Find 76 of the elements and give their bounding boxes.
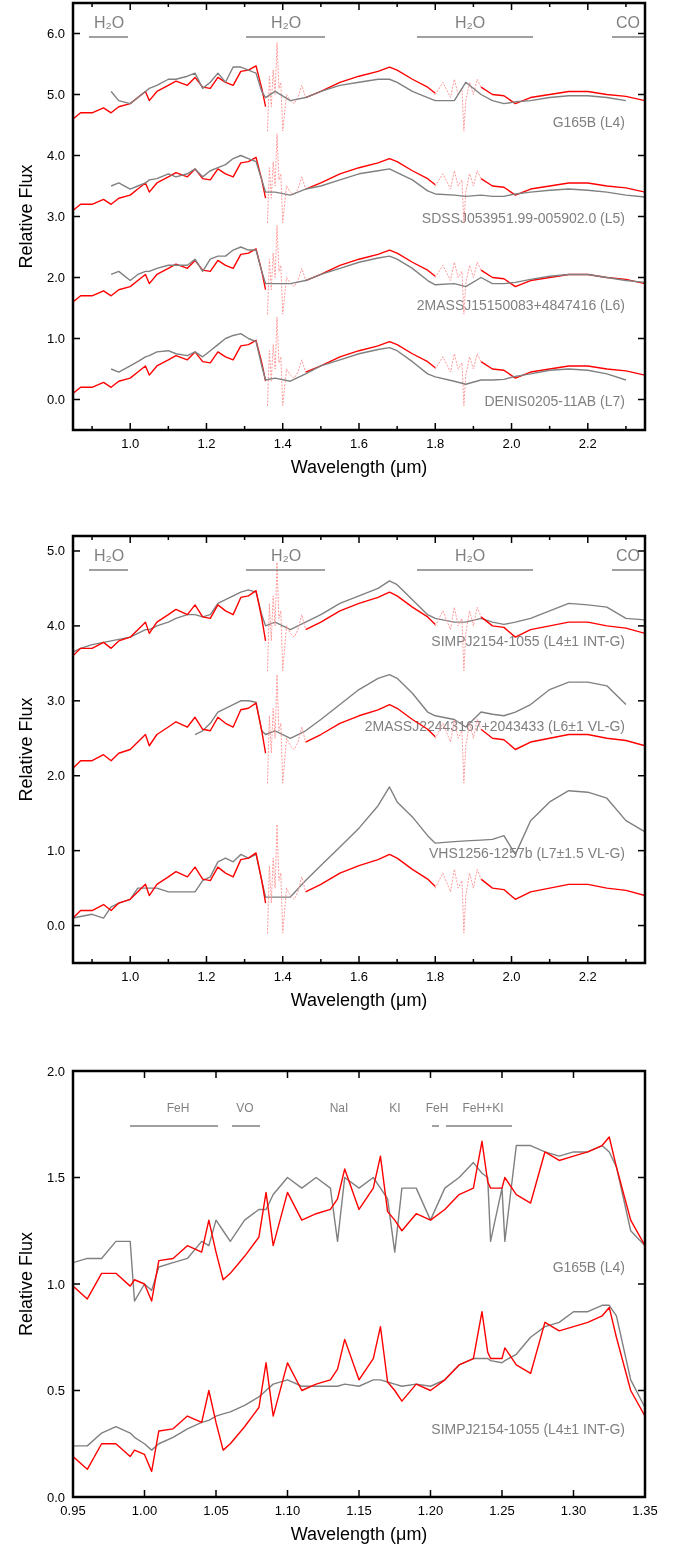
annotation: CO (616, 14, 640, 31)
annotation: FeH (425, 1101, 449, 1115)
x-tick-label: 1.35 (632, 1503, 658, 1518)
series-label: SIMPJ2154-1055 (L4±1 INT-G) (431, 1420, 625, 1437)
y-tick-label: 4.0 (46, 618, 65, 634)
x-tick-label: 2.2 (578, 969, 597, 984)
y-tick-label: 2.0 (46, 270, 65, 285)
line-series (110, 332, 627, 385)
y-tick-label: 5.0 (46, 87, 65, 102)
x-tick-label: 1.00 (131, 1503, 158, 1518)
y-tick-label: 0.0 (46, 392, 65, 407)
x-tick-label: 1.6 (349, 969, 369, 984)
x-axis-title: Wavelength (μm) (290, 1524, 428, 1544)
series-label: G165B (L4) (552, 113, 625, 130)
y-tick-label: 1.5 (46, 1170, 65, 1185)
y-axis-title: Relative Flux (16, 697, 36, 802)
x-axis-title: Wavelength (μm) (290, 990, 428, 1010)
x-axis-title: Wavelength (μm) (290, 457, 428, 477)
y-tick-label: 0.5 (46, 1383, 65, 1398)
x-tick-label: 0.95 (60, 1503, 86, 1518)
annotation: CO (616, 547, 640, 564)
y-tick-label: 0.0 (46, 1489, 65, 1505)
annotation: H₂O (93, 547, 125, 564)
series-label: SDSSJ053951.99-005902.0 (L5) (421, 209, 625, 226)
annotation: NaI (329, 1101, 349, 1115)
annotation: H₂O (454, 547, 486, 564)
y-axis-title: Relative Flux (16, 164, 36, 269)
y-tick-label: 3.0 (46, 209, 65, 224)
x-tick-label: 1.2 (197, 436, 216, 451)
annotation: H₂O (93, 14, 125, 31)
y-tick-label: 5.0 (46, 543, 65, 559)
x-tick-label: 1.15 (346, 1503, 372, 1518)
y-tick-label: 1.0 (46, 331, 65, 346)
x-tick-label: 2.0 (502, 436, 521, 451)
annotation: VO (236, 1101, 254, 1115)
annotation: FeH (166, 1101, 190, 1115)
y-tick-label: 2.0 (46, 768, 65, 784)
y-tick-label: 6.0 (46, 26, 65, 41)
annotation: H₂O (270, 547, 302, 564)
x-tick-label: 1.25 (489, 1503, 515, 1518)
series-label: DENIS0205-11AB (L7) (484, 392, 625, 409)
y-tick-label: 1.0 (46, 843, 65, 859)
series-label: SIMPJ2154-1055 (L4±1 INT-G) (431, 632, 625, 649)
y-tick-label: 2.0 (46, 1063, 65, 1079)
x-tick-label: 1.10 (274, 1503, 301, 1518)
series-label: VHS1256-1257b (L7±1.5 VL-G) (428, 844, 625, 861)
annotation: H₂O (454, 14, 486, 31)
x-tick-label: 1.2 (197, 969, 216, 984)
x-tick-label: 1.0 (121, 969, 140, 984)
line-series (110, 66, 627, 105)
annotation: H₂O (270, 14, 302, 31)
line-series (110, 154, 645, 198)
line-series (194, 673, 627, 739)
x-tick-label: 1.05 (203, 1503, 229, 1518)
x-tick-label: 1.20 (417, 1503, 444, 1518)
x-tick-label: 2.2 (578, 436, 597, 451)
x-tick-label: 1.30 (560, 1503, 587, 1518)
annotation: FeH+KI (462, 1101, 504, 1115)
y-axis-title: Relative Flux (16, 1231, 36, 1337)
line-series (110, 246, 645, 288)
x-tick-label: 2.0 (502, 969, 521, 984)
y-tick-label: 1.0 (46, 1276, 65, 1292)
y-tick-label: 3.0 (46, 693, 65, 709)
x-tick-label: 1.6 (349, 436, 369, 451)
x-tick-label: 1.8 (426, 436, 445, 451)
x-tick-label: 1.4 (273, 969, 292, 984)
line-series (73, 786, 645, 919)
annotation: KI (389, 1101, 401, 1115)
y-tick-label: 4.0 (46, 148, 65, 163)
x-tick-label: 1.8 (426, 969, 445, 984)
line-series (73, 580, 645, 653)
series-label: 2MASSJ15150083+4847416 (L6) (416, 296, 625, 313)
x-tick-label: 1.4 (273, 436, 292, 451)
x-tick-label: 1.0 (121, 436, 140, 451)
series-label: G165B (L4) (552, 1258, 625, 1275)
y-tick-label: 0.0 (46, 918, 65, 934)
